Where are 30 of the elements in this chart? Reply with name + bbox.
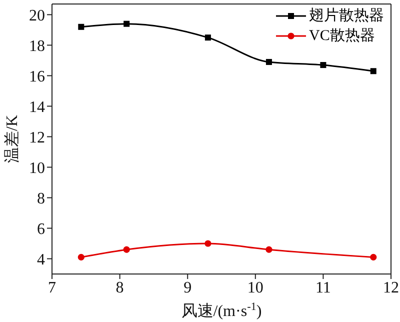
y-tick-label: 10 — [29, 160, 45, 177]
point — [124, 20, 130, 27]
point — [78, 254, 84, 261]
point — [370, 68, 376, 74]
x-tick-label: 9 — [184, 279, 192, 296]
y-tick-label: 18 — [29, 38, 45, 55]
y-tick-label: 4 — [37, 251, 45, 268]
x-tick-label: 10 — [247, 279, 264, 296]
x-tick-label: 12 — [383, 279, 399, 296]
point — [266, 58, 272, 65]
point — [123, 246, 130, 253]
point — [204, 240, 212, 247]
point — [204, 34, 211, 41]
point — [266, 246, 272, 253]
x-axis-title: 风速/(m·s$^{-1}$) — [181, 301, 262, 320]
y-tick-label: 8 — [37, 190, 45, 208]
y-tick-label: 16 — [29, 68, 45, 86]
legend-label: VC散热器 — [309, 27, 375, 46]
x-tick-label: 8 — [116, 279, 124, 296]
point — [320, 62, 326, 68]
x-tick-label: 11 — [315, 279, 331, 296]
x-tick-label: 7 — [48, 279, 56, 296]
point — [78, 24, 84, 30]
legend-label: 翅片散热器 — [309, 6, 384, 26]
y-tick-label: 20 — [29, 7, 45, 24]
y-tick-label: 6 — [37, 220, 45, 238]
point — [370, 254, 377, 261]
y-tick-label: 12 — [29, 129, 45, 146]
y-axis-title: 温差/K — [2, 114, 20, 163]
y-tick-label: 14 — [29, 98, 45, 116]
